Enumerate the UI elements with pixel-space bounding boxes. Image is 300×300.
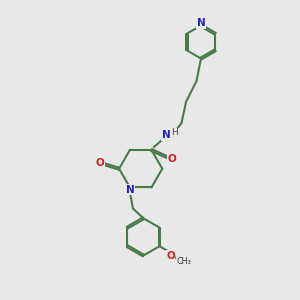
Text: H: H	[171, 128, 178, 137]
Text: O: O	[167, 154, 176, 164]
Text: O: O	[166, 250, 175, 260]
Text: N: N	[196, 18, 206, 28]
Text: CH₃: CH₃	[176, 257, 191, 266]
Text: O: O	[95, 158, 104, 168]
Text: N: N	[125, 185, 134, 195]
Text: N: N	[162, 130, 171, 140]
